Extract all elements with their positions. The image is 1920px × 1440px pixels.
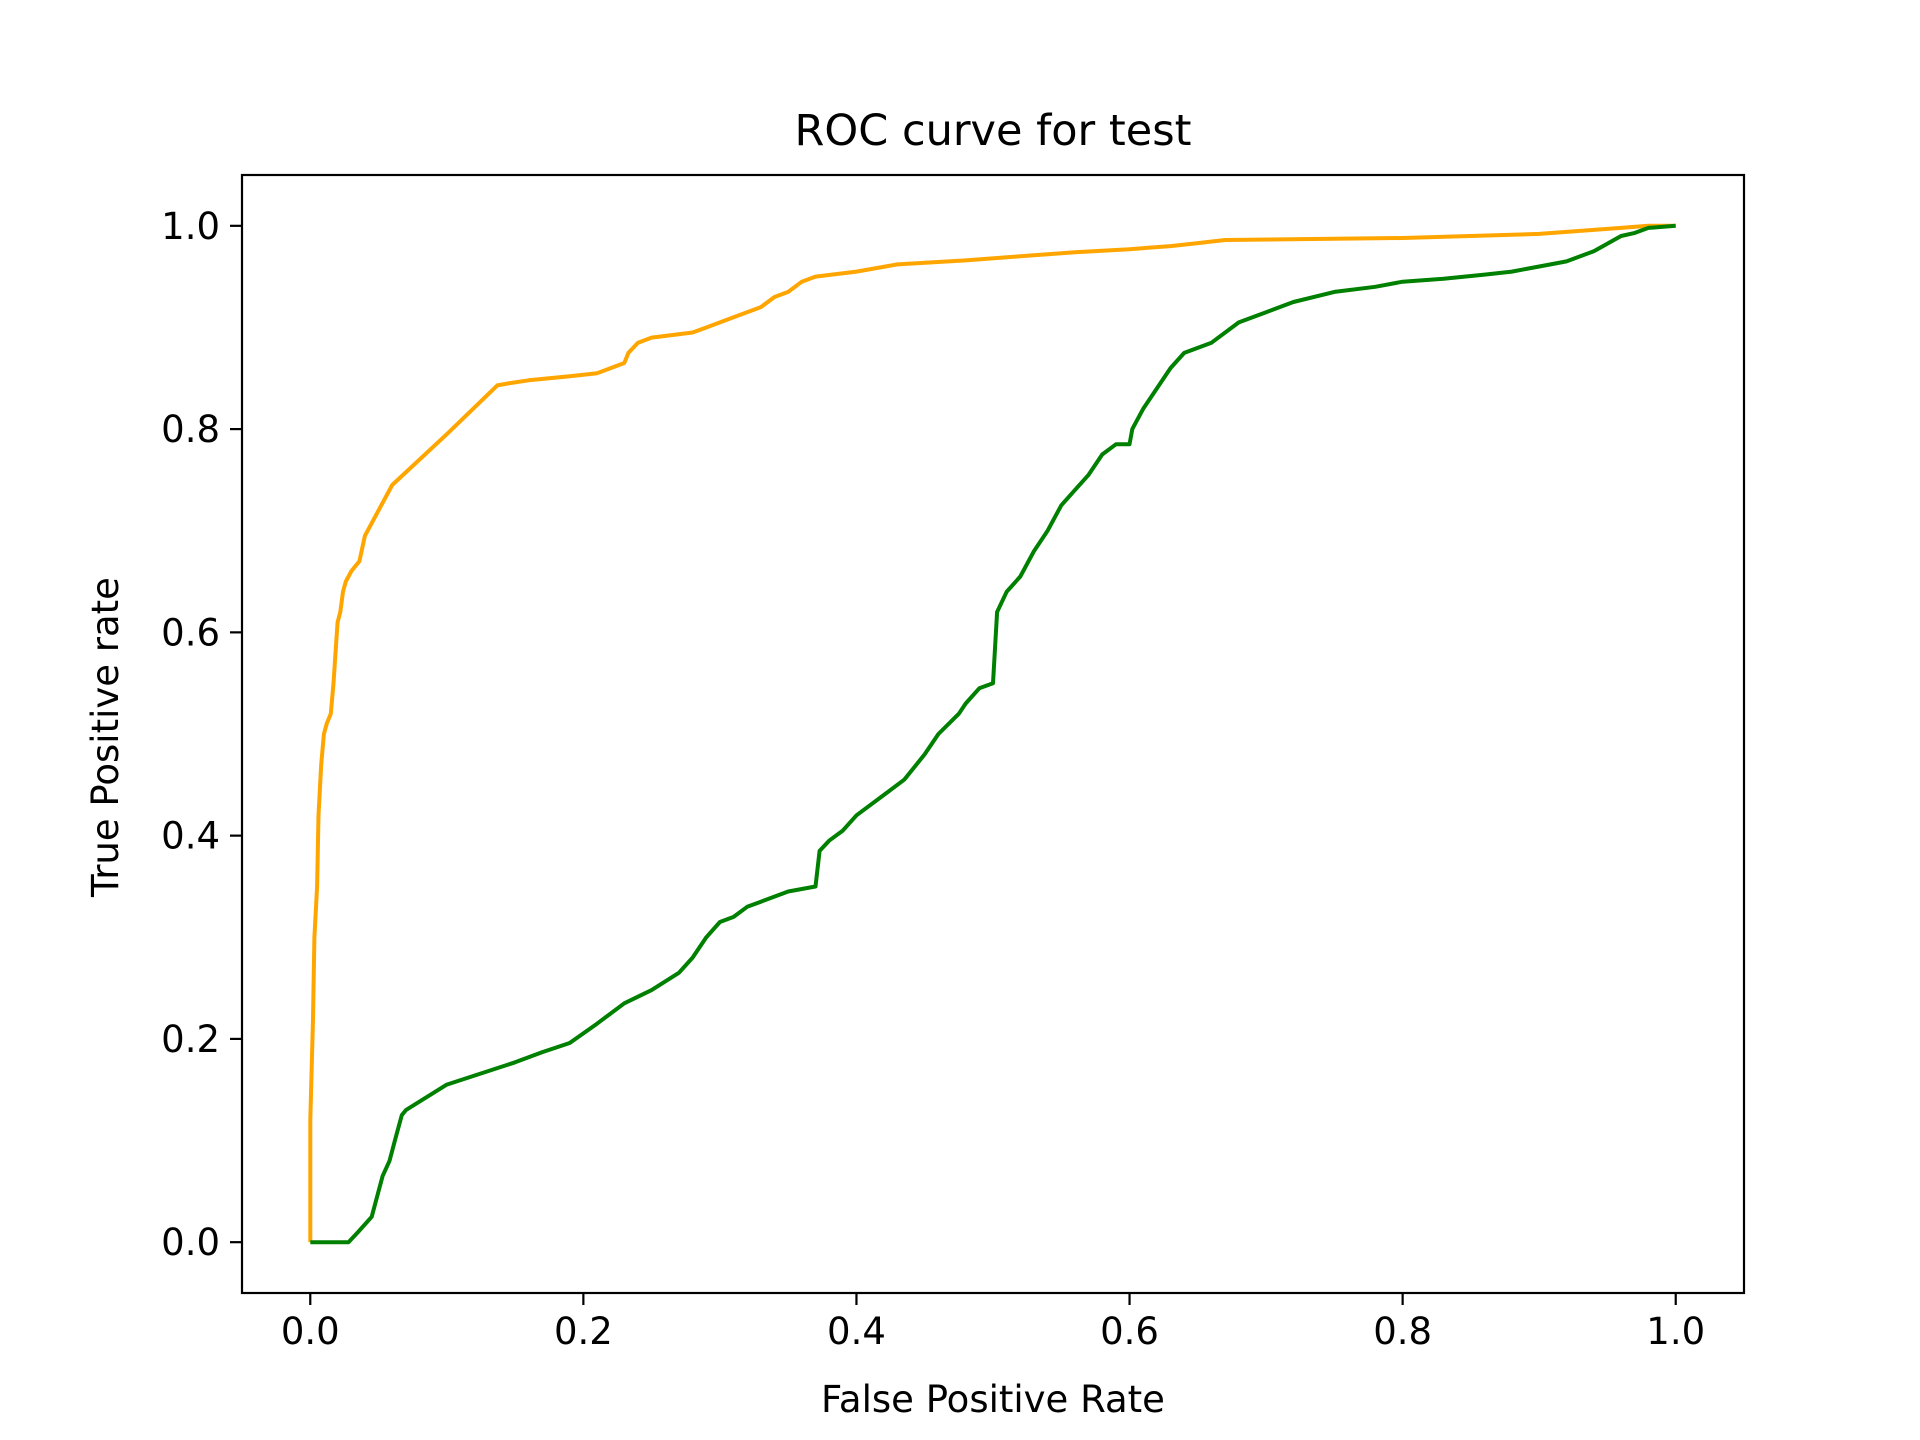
plot-lines [308, 223, 1676, 1245]
y-tick-label: 0.0 [161, 1221, 220, 1264]
y-tick-label: 0.6 [161, 611, 220, 654]
x-axis: 0.0 0.2 0.4 0.6 0.8 1.0 [281, 1293, 1705, 1353]
y-tick-label: 0.8 [161, 408, 220, 451]
y-axis: 0.0 0.2 0.4 0.6 0.8 1.0 [161, 205, 242, 1264]
x-tick-label: 1.0 [1646, 1310, 1705, 1353]
y-tick-label: 0.4 [161, 815, 220, 858]
y-tick-label: 1.0 [161, 205, 220, 248]
chart-title: ROC curve for test [795, 106, 1192, 156]
x-tick-label: 0.0 [281, 1310, 340, 1353]
y-tick-label: 0.2 [161, 1018, 220, 1061]
x-tick-label: 0.4 [827, 1310, 886, 1353]
x-tick-label: 0.6 [1100, 1310, 1159, 1353]
series-line-2 [310, 223, 1676, 1245]
x-tick-label: 0.8 [1373, 1310, 1432, 1353]
x-tick-label: 0.2 [554, 1310, 613, 1353]
series-line-1 [308, 223, 1676, 1243]
x-axis-label: False Positive Rate [821, 1378, 1165, 1421]
y-axis-label: True Positive rate [84, 577, 127, 898]
plot-frame [240, 173, 1746, 1295]
